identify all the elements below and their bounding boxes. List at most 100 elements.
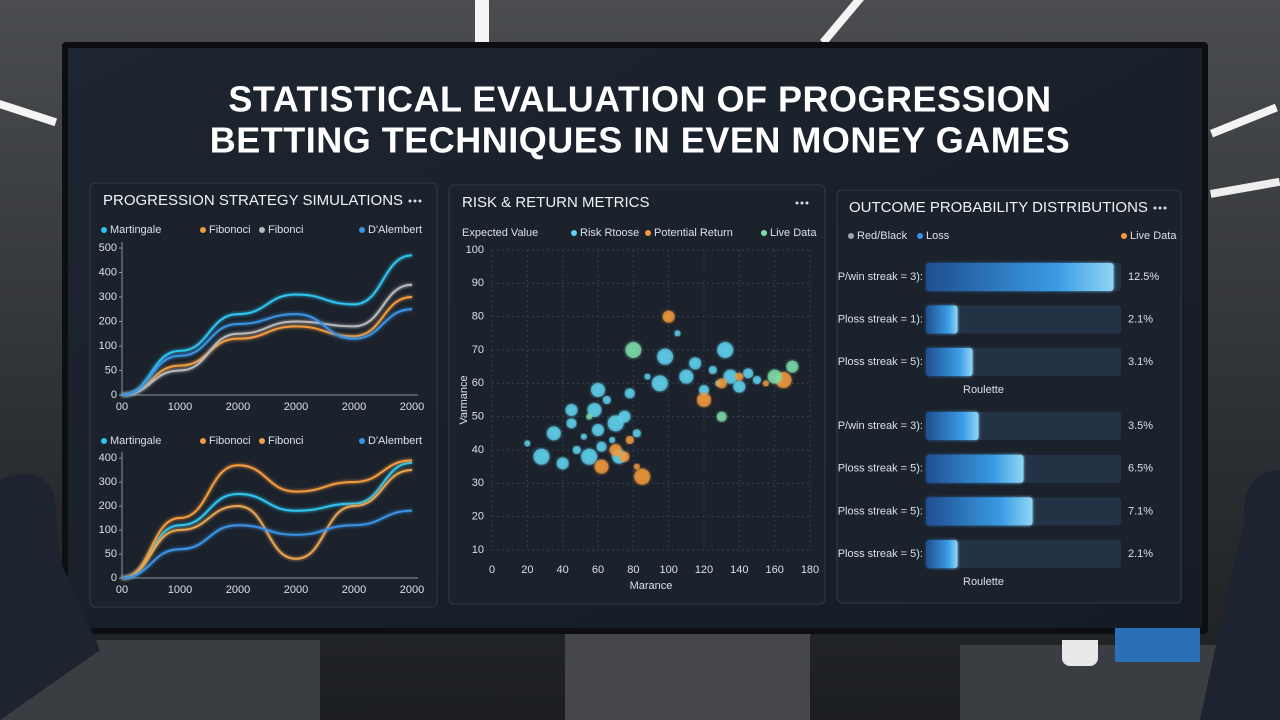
data-point: [723, 369, 738, 384]
value-label: 6.5%: [1128, 463, 1153, 475]
legend-label: Fibonci: [268, 435, 303, 447]
x-tick-label: 00: [116, 584, 128, 596]
series-line: [121, 308, 413, 396]
x-axis-label: Marance: [630, 580, 673, 592]
legend-marker: [848, 233, 854, 239]
bar: [926, 412, 979, 440]
data-point: [587, 403, 602, 417]
legend-marker: [101, 227, 107, 233]
legend-marker: [200, 438, 206, 444]
y-tick-label: 300: [99, 476, 117, 488]
data-point: [662, 310, 675, 323]
series-line: [121, 296, 413, 396]
legend-marker: [359, 438, 365, 444]
data-point: [633, 463, 640, 470]
data-point: [716, 411, 727, 422]
ceiling-light: [820, 0, 865, 46]
x-tick-label: 2000: [226, 401, 250, 413]
x-tick-label: 120: [695, 564, 713, 576]
x-tick-label: 160: [765, 564, 783, 576]
legend-label: Red/Black: [857, 230, 908, 242]
x-tick-label: 2000: [400, 401, 424, 413]
x-tick-label: 0: [489, 564, 495, 576]
data-point: [634, 468, 651, 485]
series-line: [121, 283, 413, 396]
data-point: [565, 404, 578, 416]
series-line: [121, 469, 413, 579]
ceiling-light: [0, 100, 58, 127]
bar: [926, 540, 958, 569]
bar: [926, 348, 973, 376]
category-label: Ploss streak = 5):: [838, 463, 923, 475]
category-label: Ploss streak = 5):: [838, 356, 923, 368]
legend-label: Fibonoci: [209, 224, 251, 236]
data-point: [697, 393, 711, 407]
data-point: [762, 380, 769, 387]
data-point: [581, 448, 598, 465]
x-tick-label: 2000: [342, 401, 366, 413]
group-label: Roulette: [963, 576, 1004, 588]
legend-label: Fibonoci: [209, 435, 251, 447]
y-tick-label: 40: [472, 444, 484, 456]
data-point: [708, 366, 717, 374]
y-tick-label: 300: [99, 291, 117, 303]
data-point: [591, 383, 605, 397]
data-point: [717, 342, 734, 358]
menu-icon[interactable]: [408, 199, 1167, 210]
legend-marker: [200, 227, 206, 233]
series-line: [121, 459, 413, 579]
legend-marker: [917, 233, 923, 239]
y-tick-label: 60: [472, 377, 484, 389]
y-tick-label: 10: [472, 544, 484, 556]
y-tick-label: 20: [472, 511, 484, 523]
data-point: [609, 444, 622, 456]
data-point: [674, 330, 681, 337]
legend-marker: [571, 230, 577, 236]
legend-label: Martingale: [110, 435, 161, 447]
data-point: [572, 446, 581, 454]
x-tick-label: 80: [627, 564, 639, 576]
bar: [926, 305, 958, 334]
data-point: [533, 448, 550, 465]
x-tick-label: 100: [659, 564, 677, 576]
y-tick-label: 500: [99, 242, 117, 254]
ceiling-light: [475, 0, 489, 46]
person-silhouette: [0, 474, 100, 720]
legend-label: Loss: [926, 230, 950, 242]
bar: [926, 263, 1114, 291]
data-point: [619, 451, 630, 462]
legend-label: Martingale: [110, 224, 161, 236]
data-point: [596, 441, 607, 452]
x-tick-label: 60: [592, 564, 604, 576]
legend-label: Risk Rtoose: [580, 227, 639, 239]
x-tick-label: 1000: [168, 584, 192, 596]
x-tick-label: 00: [116, 401, 128, 413]
x-tick-label: 140: [730, 564, 748, 576]
legend-title: Expected Value: [462, 227, 538, 239]
panel: [448, 184, 826, 605]
legend-marker: [259, 438, 265, 444]
y-tick-label: 200: [99, 500, 117, 512]
series-line: [121, 461, 413, 579]
y-tick-label: 100: [99, 340, 117, 352]
x-tick-label: 40: [557, 564, 569, 576]
legend-label: D'Alembert: [368, 224, 422, 236]
data-point: [594, 459, 609, 474]
coffee-cup: [1062, 640, 1098, 666]
data-point: [566, 418, 577, 429]
legend-marker: [645, 230, 651, 236]
data-point: [625, 342, 642, 358]
dashboard-title: BETTING TECHNIQUES IN EVEN MONEY GAMES: [210, 120, 1070, 161]
x-tick-label: 180: [801, 564, 819, 576]
data-point: [609, 437, 616, 443]
value-label: 12.5%: [1128, 271, 1159, 283]
x-tick-label: 2000: [284, 584, 308, 596]
data-point: [753, 376, 761, 384]
bar-track: [926, 305, 1121, 334]
x-tick-label: 2000: [342, 584, 366, 596]
x-tick-label: 20: [521, 564, 533, 576]
y-tick-label: 0: [111, 572, 117, 584]
data-point: [586, 413, 593, 420]
bar-track: [926, 540, 1121, 569]
